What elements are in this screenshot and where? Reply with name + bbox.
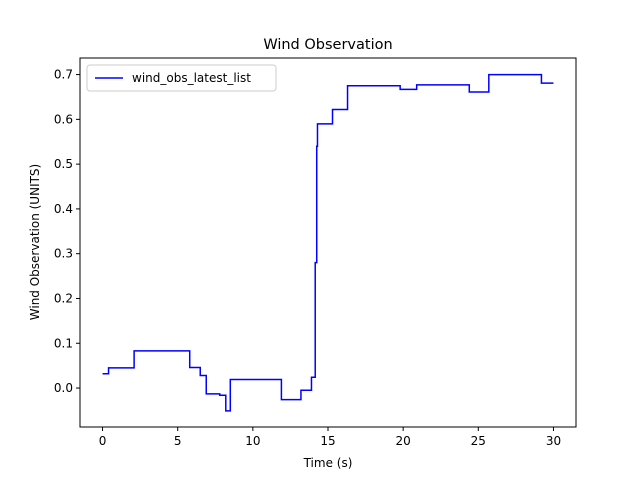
y-tick-label-6: 0.6: [54, 112, 73, 126]
x-tick-label-0: 0: [99, 434, 107, 448]
series-line-0: [102, 73, 554, 412]
x-tick-label-4: 20: [396, 434, 411, 448]
legend-label-0: wind_obs_latest_list: [132, 71, 251, 85]
x-tick-label-1: 5: [174, 434, 182, 448]
x-axis-label: Time (s): [303, 456, 353, 470]
y-tick-label-5: 0.5: [54, 157, 73, 171]
x-tick-label-3: 15: [320, 434, 335, 448]
x-tick-label-2: 10: [245, 434, 260, 448]
y-tick-label-3: 0.3: [54, 247, 73, 261]
y-tick-label-7: 0.7: [54, 68, 73, 82]
y-tick-label-4: 0.4: [54, 202, 73, 216]
y-tick-label-2: 0.2: [54, 291, 73, 305]
y-tick-label-0: 0.0: [54, 381, 73, 395]
x-tick-label-6: 30: [546, 434, 561, 448]
y-axis-label: Wind Observation (UNITS): [28, 164, 42, 320]
chart-title: Wind Observation: [263, 37, 392, 53]
legend-box: [86, 64, 277, 92]
x-tick-label-5: 25: [471, 434, 486, 448]
y-tick-label-1: 0.1: [54, 336, 73, 350]
